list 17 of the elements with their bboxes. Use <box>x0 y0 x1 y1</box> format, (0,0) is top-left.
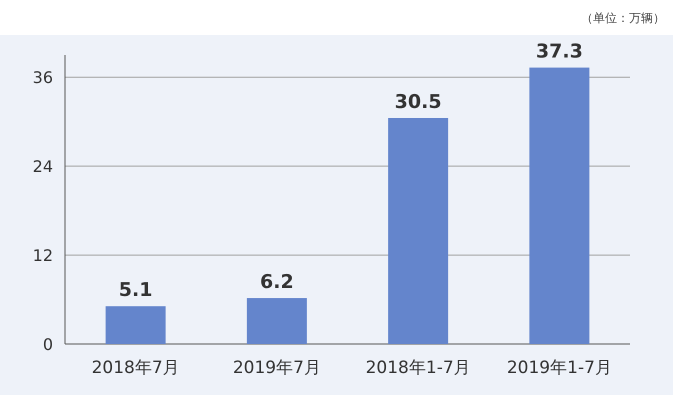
data-label: 30.5 <box>394 90 442 113</box>
y-tick-label: 24 <box>32 157 53 176</box>
x-tick-label: 2019年1-7月 <box>506 358 612 378</box>
data-label: 6.2 <box>260 271 294 294</box>
bar <box>529 68 590 344</box>
y-tick-label: 12 <box>32 246 53 266</box>
x-tick-label: 2018年7月 <box>92 358 180 378</box>
x-tick-label: 2018年1-7月 <box>366 358 471 378</box>
y-tick-label: 0 <box>42 335 53 354</box>
y-tick-label: 36 <box>32 68 53 88</box>
text: （单位：万辆） <box>581 11 665 25</box>
bar <box>246 298 307 344</box>
data-label: 37.3 <box>536 40 583 63</box>
bar <box>388 118 448 344</box>
data-label: 5.1 <box>118 279 152 302</box>
bar <box>106 306 166 344</box>
x-tick-label: 2019年7月 <box>232 358 321 378</box>
